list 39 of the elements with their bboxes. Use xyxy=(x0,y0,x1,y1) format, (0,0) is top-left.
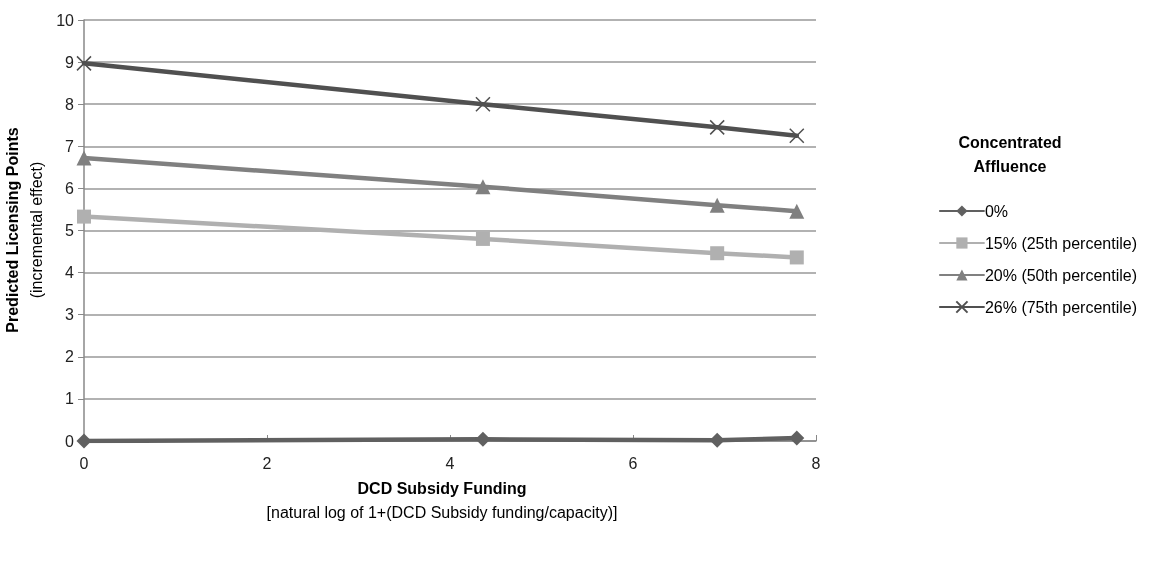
y-tick-label: 0 xyxy=(65,432,75,450)
point xyxy=(789,430,805,446)
point xyxy=(709,197,725,213)
x-tick-label: 2 xyxy=(262,454,272,472)
y-tick-label: 7 xyxy=(65,137,75,155)
legend-label: 26% (75th percentile) xyxy=(984,298,1138,316)
y-tick-label: 9 xyxy=(65,53,75,71)
y-tick-label: 8 xyxy=(65,95,75,113)
y-tick-label: 5 xyxy=(65,222,75,239)
legend-title: Concentrated Affluence xyxy=(958,133,1062,175)
y-axis-title: Predicted Licensing Points (incremental effect) xyxy=(2,127,46,333)
point xyxy=(475,96,491,112)
point xyxy=(709,432,725,448)
legend-label: 0% xyxy=(984,202,1009,220)
point xyxy=(789,128,805,144)
x-tick-label: 4 xyxy=(445,454,455,472)
point xyxy=(77,209,91,224)
point xyxy=(76,55,92,72)
point xyxy=(76,433,92,449)
point xyxy=(789,250,804,265)
y-tick-label: 6 xyxy=(65,179,75,197)
x-tick-label: 6 xyxy=(628,454,638,472)
point xyxy=(475,231,490,246)
legend-label: 20% (50th percentile) xyxy=(984,266,1138,284)
x-axis-title: DCD Subsidy Funding [natural log of 1+(DCD Subsidy funding/capacity)] xyxy=(265,479,619,523)
x-tick-label: 0 xyxy=(79,454,89,472)
y-tick-label: 4 xyxy=(65,264,75,282)
y-tick-label: 10 xyxy=(56,11,75,29)
point xyxy=(76,150,92,166)
x-tick-label: 8 xyxy=(811,454,821,472)
point xyxy=(710,246,725,261)
point xyxy=(789,203,805,219)
y-tick-label: 2 xyxy=(65,348,75,366)
legend-label: 15% (25th percentile) xyxy=(984,234,1138,252)
point xyxy=(475,431,491,447)
y-tick-label: 1 xyxy=(65,390,75,408)
point xyxy=(475,179,491,195)
point xyxy=(709,119,725,136)
y-tick-label: 3 xyxy=(65,306,75,324)
